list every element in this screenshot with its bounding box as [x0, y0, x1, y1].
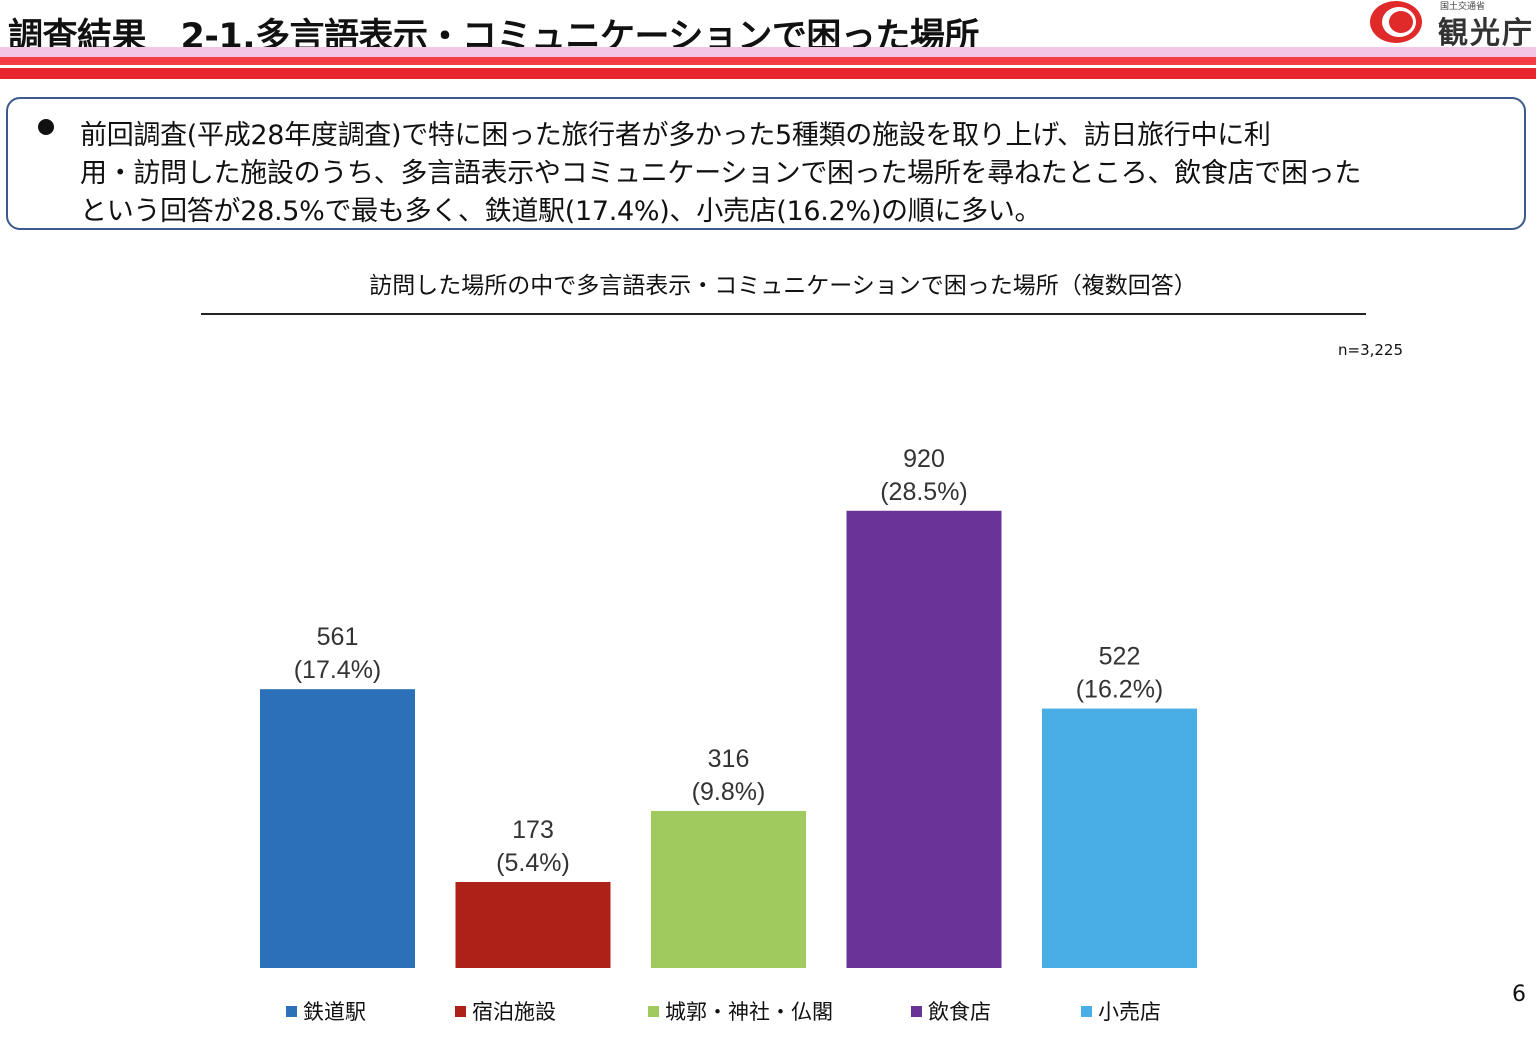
bar-4	[846, 510, 1002, 968]
logo-subtitle: 国土交通省	[1440, 2, 1486, 12]
bar-value-label-5: 522	[1099, 643, 1141, 671]
legend-label-4: 飲食店	[928, 1000, 991, 1024]
bar-1	[260, 689, 415, 968]
legend-item-4: 飲食店	[911, 996, 991, 1026]
legend-label-5: 小売店	[1098, 1000, 1161, 1024]
bar-value-label-1: 561	[317, 623, 359, 651]
legend-swatch-3	[648, 1005, 659, 1017]
header-stripe-pink	[0, 47, 1536, 57]
legend-swatch-5	[1081, 1005, 1092, 1017]
bar-value-label-2: 173	[512, 816, 554, 844]
legend-item-1: 鉄道駅	[286, 996, 366, 1026]
legend-item-3: 城郭・神社・仏閣	[648, 996, 833, 1026]
header-stripe-red	[0, 57, 1536, 79]
bar-percent-label-3: (9.8%)	[692, 778, 766, 806]
chart-title-rule	[201, 313, 1366, 315]
legend-swatch-2	[455, 1005, 466, 1017]
legend-label-2: 宿泊施設	[472, 1000, 556, 1024]
summary-line-2: 用・訪問した施設のうち、多言語表示やコミュニケーションで困った場所を尋ねたところ…	[80, 158, 1362, 189]
bar-5	[1042, 708, 1197, 968]
legend-item-5: 小売店	[1081, 996, 1161, 1026]
legend-swatch-4	[911, 1005, 922, 1017]
sample-size-note: n=3,225	[1338, 341, 1404, 359]
page-number: 6	[1512, 982, 1526, 1007]
logo-text: 観光庁	[1438, 16, 1534, 51]
logo-emblem-icon	[1370, 1, 1422, 43]
chart-title: 訪問した場所の中で多言語表示・コミュニケーションで困った場所（複数回答）	[369, 273, 1197, 299]
bar-2	[455, 882, 611, 968]
summary-line-1: 前回調査(平成28年度調査)で特に困った旅行者が多かった5種類の施設を取り上げ、…	[80, 120, 1271, 151]
bar-3	[651, 810, 806, 968]
legend-swatch-1	[286, 1005, 297, 1017]
summary-box: 前回調査(平成28年度調査)で特に困った旅行者が多かった5種類の施設を取り上げ、…	[6, 97, 1526, 230]
legend-item-2: 宿泊施設	[455, 996, 556, 1026]
bar-percent-label-2: (5.4%)	[496, 849, 570, 877]
legend-label-3: 城郭・神社・仏閣	[665, 1000, 833, 1024]
summary-line-3: という回答が28.5%で最も多く、鉄道駅(17.4%)、小売店(16.2%)の順…	[80, 196, 1042, 227]
bar-value-label-4: 920	[903, 445, 945, 473]
bullet-icon	[38, 119, 54, 135]
legend-label-1: 鉄道駅	[303, 1000, 366, 1024]
bar-value-label-3: 316	[708, 745, 750, 773]
bar-percent-label-4: (28.5%)	[880, 478, 968, 506]
agency-logo: 国土交通省 観光庁	[1362, 0, 1536, 51]
bar-percent-label-1: (17.4%)	[294, 656, 382, 684]
bar-percent-label-5: (16.2%)	[1076, 676, 1164, 704]
